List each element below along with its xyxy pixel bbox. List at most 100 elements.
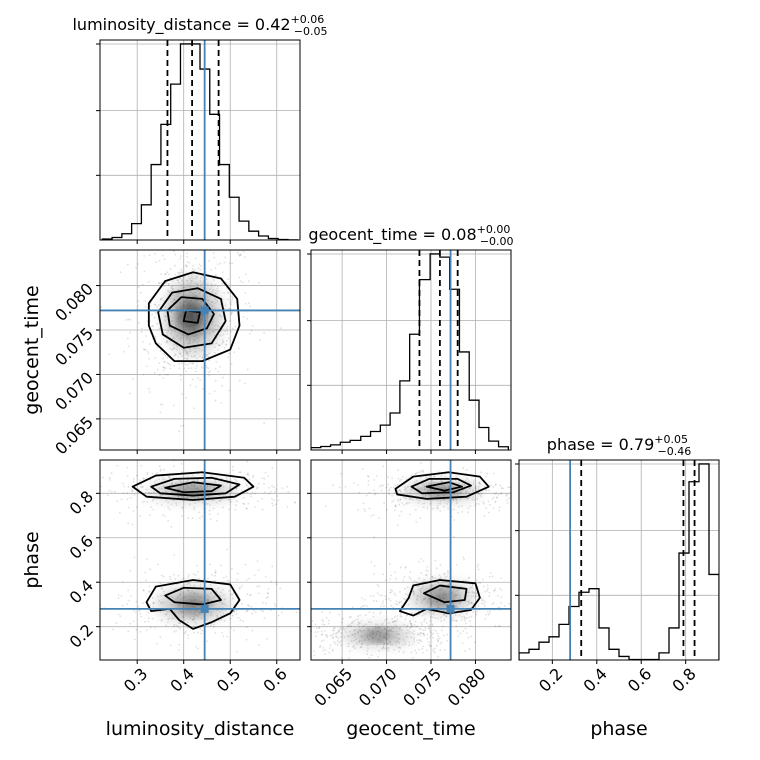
sample-point xyxy=(471,584,474,586)
sample-point xyxy=(403,496,405,499)
sample-point xyxy=(491,575,494,578)
sample-point xyxy=(413,630,416,633)
sample-point xyxy=(246,473,249,476)
sample-point xyxy=(453,619,456,622)
sample-point xyxy=(390,574,393,577)
sample-point xyxy=(280,611,283,614)
sample-point xyxy=(179,271,181,274)
sample-point xyxy=(323,494,325,496)
sample-point xyxy=(237,616,240,619)
sample-point xyxy=(417,502,420,504)
sample-point xyxy=(515,498,517,500)
sample-point xyxy=(336,637,339,640)
sample-point xyxy=(454,479,457,482)
sample-point xyxy=(97,476,99,478)
sample-point xyxy=(326,636,329,639)
sample-point xyxy=(206,640,208,643)
sample-point xyxy=(409,497,412,500)
sample-point xyxy=(221,342,223,345)
contour-line xyxy=(147,271,241,363)
sample-point xyxy=(513,492,515,494)
sample-point xyxy=(194,245,196,247)
sample-point xyxy=(325,634,328,637)
sample-point xyxy=(246,368,249,371)
sample-point xyxy=(494,625,497,627)
sample-point xyxy=(177,237,179,239)
sample-point xyxy=(246,491,248,494)
sample-point xyxy=(96,475,98,477)
sample-point xyxy=(400,510,403,513)
sample-point xyxy=(390,604,393,607)
sample-point xyxy=(273,603,276,605)
sample-point xyxy=(180,515,183,517)
sample-point xyxy=(375,600,378,602)
sample-point xyxy=(193,631,195,634)
sample-point xyxy=(266,592,269,595)
panel-border xyxy=(99,39,301,241)
sample-point xyxy=(420,469,423,472)
sample-point xyxy=(132,377,134,380)
sample-point xyxy=(396,603,399,606)
sample-point xyxy=(221,283,224,285)
sample-point xyxy=(152,605,155,608)
sample-point xyxy=(530,493,532,495)
sample-point xyxy=(318,646,321,648)
sample-point xyxy=(383,502,386,504)
sample-point xyxy=(157,342,160,345)
sample-point xyxy=(171,349,174,351)
sample-point xyxy=(238,379,241,382)
sample-point xyxy=(94,605,96,607)
sample-point xyxy=(374,623,377,626)
sample-point xyxy=(492,496,495,499)
sample-point xyxy=(129,622,132,625)
sample-point xyxy=(185,370,188,373)
sample-point xyxy=(214,632,217,634)
sample-point xyxy=(142,348,145,351)
sample-point xyxy=(117,593,120,596)
histogram-step xyxy=(101,43,299,240)
sample-point xyxy=(405,626,408,628)
sample-point xyxy=(160,343,163,346)
sample-point xyxy=(388,493,391,496)
sample-point xyxy=(225,343,228,346)
sample-point xyxy=(98,609,100,611)
y-axis-label-geocent_time: geocent_time xyxy=(21,285,43,414)
sample-point xyxy=(486,584,489,587)
sample-point xyxy=(126,337,129,340)
sample-point xyxy=(260,497,263,500)
sample-point xyxy=(380,489,383,492)
sample-point xyxy=(159,468,162,471)
sample-point xyxy=(234,478,237,481)
sample-point xyxy=(452,616,455,619)
sample-point xyxy=(406,502,408,504)
sample-point xyxy=(236,251,239,254)
sample-point xyxy=(487,500,490,503)
sample-point xyxy=(266,596,269,599)
sample-point xyxy=(126,498,129,501)
sample-point xyxy=(499,625,501,628)
sample-point xyxy=(462,630,465,632)
sample-point xyxy=(194,370,197,373)
sample-point xyxy=(279,327,282,330)
sample-point xyxy=(418,613,421,616)
sample-point xyxy=(234,325,237,328)
sample-point xyxy=(206,353,209,356)
sample-point xyxy=(269,490,272,493)
sample-point xyxy=(406,624,409,627)
sample-point xyxy=(318,626,320,629)
sample-point xyxy=(433,475,436,478)
sample-point xyxy=(130,488,133,491)
sample-point xyxy=(182,276,185,278)
sample-point xyxy=(126,475,129,477)
sample-point xyxy=(294,500,296,503)
sample-point xyxy=(274,490,276,493)
sample-point xyxy=(188,582,191,585)
sample-point xyxy=(194,275,197,278)
sample-point xyxy=(199,583,202,586)
x-tick-label: 0.6 xyxy=(259,664,290,695)
sample-point xyxy=(227,292,229,295)
sample-point xyxy=(413,580,416,582)
sample-point xyxy=(217,344,220,346)
sample-point xyxy=(114,490,117,493)
sample-point xyxy=(307,640,309,642)
